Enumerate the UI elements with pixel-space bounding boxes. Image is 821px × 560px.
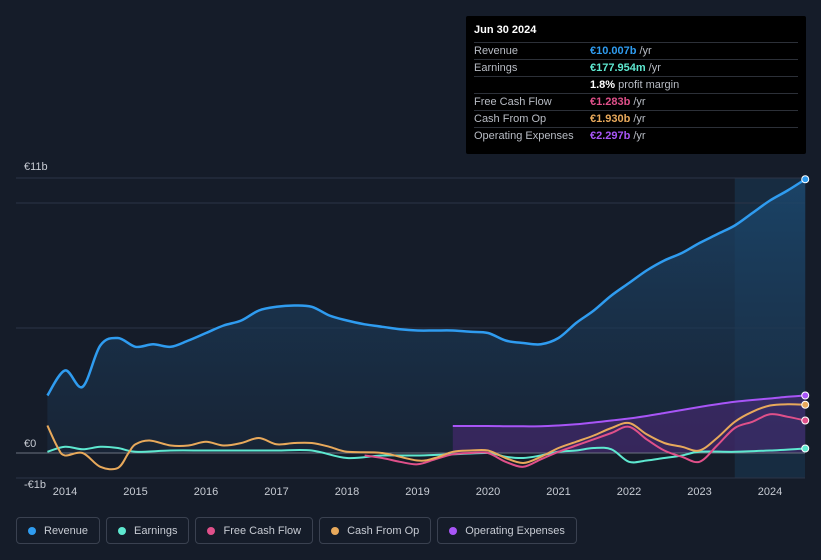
legend-item-earnings[interactable]: Earnings [106, 517, 190, 544]
tooltip-unit: /yr [633, 113, 646, 125]
tooltip-label: Earnings [474, 62, 518, 74]
tooltip-unit: /yr [648, 62, 661, 74]
tooltip-panel: Jun 30 2024 Revenue €10.007b/yr Earnings €1… [466, 16, 806, 154]
y-tick-label: -€1b [24, 479, 46, 491]
tooltip-date: Jun 30 2024 [474, 24, 798, 43]
tooltip-row: Revenue €10.007b/yr [474, 43, 798, 60]
legend-label: Operating Expenses [465, 524, 565, 537]
revenue-area [47, 179, 806, 454]
x-tick-label: 2017 [264, 486, 288, 498]
tooltip-row: 1.8% profit margin [474, 77, 798, 94]
tooltip-row: Free Cash Flow €1.283b/yr [474, 94, 798, 111]
x-tick-label: 2023 [687, 486, 711, 498]
revenue-end-point [801, 175, 810, 184]
x-tick-label: 2022 [617, 486, 641, 498]
y-tick-label: €0 [24, 438, 36, 450]
legend-dot-icon [331, 526, 340, 535]
legend-label: Earnings [134, 524, 178, 537]
x-tick-label: 2016 [194, 486, 218, 498]
tooltip-label [474, 77, 590, 93]
tooltip-unit: /yr [639, 45, 652, 57]
legend-dot-icon [207, 526, 216, 535]
cash-from-op-line [46, 403, 806, 471]
legend-item-cash-from-op[interactable]: Cash From Op [319, 517, 432, 544]
legend-item-free-cash-flow[interactable]: Free Cash Flow [195, 517, 314, 544]
x-tick-label: 2018 [335, 486, 359, 498]
legend-dot-icon [118, 526, 127, 535]
cash-from-op-end-point [801, 400, 810, 409]
tooltip-label: Operating Expenses [474, 130, 574, 142]
tooltip-value: €177.954m [590, 62, 646, 74]
tooltip-value: €10.007b [590, 45, 637, 57]
legend-dot-icon [28, 526, 36, 535]
legend-label: Cash From Op [347, 524, 420, 537]
legend-label: Revenue [44, 524, 89, 537]
free-cash-flow-end-point [801, 416, 810, 425]
operating-expenses-end-point [801, 391, 810, 400]
tooltip-value: €1.930b [590, 113, 631, 125]
x-tick-label: 2019 [405, 486, 429, 498]
x-tick-label: 2021 [546, 486, 570, 498]
legend-label: Free Cash Flow [223, 524, 302, 537]
tooltip-value: 1.8% [590, 79, 616, 91]
tooltip-label: Revenue [474, 45, 519, 57]
tooltip-unit: /yr [633, 130, 646, 142]
earnings-end-point [801, 444, 810, 453]
tooltip-label: Free Cash Flow [474, 96, 552, 108]
free-cash-flow-line [364, 413, 806, 468]
tooltip-row: Operating Expenses €2.297b/yr [474, 128, 798, 144]
tooltip-unit: /yr [633, 96, 646, 108]
y-tick-label: €11b [24, 161, 48, 173]
x-tick-label: 2014 [53, 486, 77, 498]
operating-expenses-line [452, 394, 806, 428]
tooltip-label: Cash From Op [474, 113, 547, 125]
x-tick-label: 2015 [123, 486, 147, 498]
tooltip-value: €2.297b [590, 130, 631, 142]
revenue-line [46, 178, 806, 397]
tooltip-row: Earnings €177.954m/yr [474, 60, 798, 77]
tooltip-unit: profit margin [618, 79, 680, 91]
legend-item-revenue[interactable]: Revenue [16, 517, 101, 544]
x-tick-label: 2024 [758, 486, 782, 498]
x-tick-label: 2020 [476, 486, 500, 498]
legend-dot-icon [449, 526, 458, 535]
legend-item-operating-expenses[interactable]: Operating Expenses [437, 517, 577, 544]
tooltip-row: Cash From Op €1.930b/yr [474, 111, 798, 128]
tooltip-value: €1.283b [590, 96, 631, 108]
legend: Revenue Earnings Free Cash Flow Cash From O… [16, 517, 577, 544]
